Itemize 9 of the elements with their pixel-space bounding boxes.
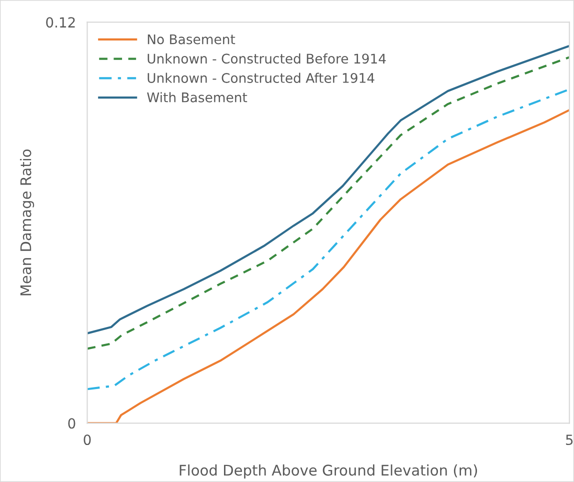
legend-label: Unknown - Constructed After 1914 [148,72,374,83]
legend-label: Unknown - Constructed Before 1914 [148,53,386,64]
x-axis-title: Flood Depth Above Ground Elevation (m) [180,464,477,479]
legend-label: No Basement [148,34,236,44]
line-series [87,88,570,390]
legend-label: With Basement [147,92,248,102]
y-axis-title: Mean Damage Ratio [20,149,34,296]
x-tick-label: 5 [566,434,573,446]
y-tick-label: 0.12 [46,17,75,28]
